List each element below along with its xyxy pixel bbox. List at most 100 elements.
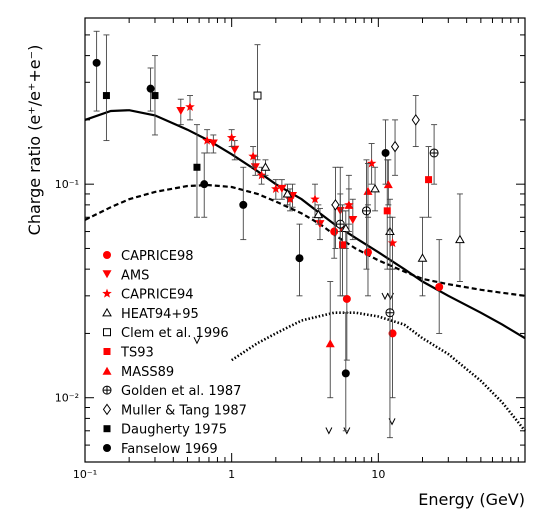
legend-label: AMS bbox=[121, 268, 149, 283]
data-point bbox=[260, 162, 271, 171]
model-curve-solid bbox=[84, 109, 526, 340]
y-tick-label: 10⁻¹ bbox=[55, 178, 79, 191]
legend-marker bbox=[102, 307, 112, 317]
data-point bbox=[383, 207, 391, 215]
legend-label: Clem et al. 1996 bbox=[121, 326, 229, 341]
data-point bbox=[146, 84, 155, 93]
series-caprice98 bbox=[330, 204, 444, 399]
model-curves bbox=[84, 109, 527, 432]
data-point bbox=[455, 234, 465, 244]
data-point bbox=[325, 339, 335, 348]
data-point bbox=[341, 369, 350, 378]
data-point bbox=[363, 248, 372, 257]
model-curve-dotted bbox=[230, 311, 527, 432]
data-point bbox=[366, 158, 377, 168]
data-point bbox=[248, 151, 258, 161]
legend-marker bbox=[102, 288, 112, 298]
data-point bbox=[230, 145, 240, 154]
legend-label: CAPRICE98 bbox=[121, 249, 194, 264]
data-point bbox=[208, 139, 218, 148]
data-point bbox=[342, 294, 351, 303]
data-point bbox=[313, 209, 324, 219]
data-point bbox=[185, 101, 195, 111]
series-heat94-95 bbox=[260, 159, 465, 297]
legend: CAPRICE98 AMS CAPRICE94 HEAT94+95 Clem et al… bbox=[102, 249, 247, 457]
data-point bbox=[387, 238, 398, 248]
data-point bbox=[435, 282, 444, 291]
legend-marker bbox=[103, 425, 111, 433]
legend-marker bbox=[103, 444, 111, 452]
upper-limit-arrow bbox=[193, 336, 201, 345]
legend-marker bbox=[103, 251, 111, 259]
data-point bbox=[239, 200, 248, 209]
x-tick-label: 10⁻¹ bbox=[73, 468, 97, 481]
series-clem-et-al-1996 bbox=[253, 44, 262, 161]
data-point bbox=[348, 215, 358, 224]
data-point bbox=[339, 241, 347, 249]
data-point bbox=[425, 176, 433, 184]
data-point-cross bbox=[336, 220, 345, 229]
data-point bbox=[92, 58, 101, 67]
data-point bbox=[200, 180, 209, 189]
legend-label: Golden et al. 1987 bbox=[121, 384, 241, 399]
data-point bbox=[193, 163, 201, 171]
data-point bbox=[176, 107, 186, 116]
data-point bbox=[344, 200, 354, 209]
data-point bbox=[330, 227, 339, 236]
data-point bbox=[202, 135, 212, 145]
legend-label: CAPRICE94 bbox=[121, 288, 194, 303]
legend-marker bbox=[102, 270, 112, 279]
x-tick-label: 1 bbox=[228, 468, 235, 481]
data-point bbox=[390, 140, 400, 153]
upper-limit-arrow bbox=[343, 427, 351, 435]
data-point-cross bbox=[385, 308, 394, 317]
series-ts93 bbox=[339, 146, 433, 297]
y-tick-label: 10⁻² bbox=[55, 392, 79, 405]
data-point bbox=[331, 198, 340, 211]
legend-label: TS93 bbox=[120, 346, 154, 361]
legend-label: Muller & Tang 1987 bbox=[121, 403, 247, 418]
data-point bbox=[102, 92, 110, 100]
y-axis-title: Charge ratio (e⁺/e⁺+e⁻) bbox=[25, 45, 44, 236]
data-point bbox=[381, 148, 390, 157]
legend-marker bbox=[102, 366, 112, 375]
data-point bbox=[226, 132, 237, 142]
data-point bbox=[285, 194, 295, 204]
series-fanselow-1969 bbox=[92, 30, 390, 432]
data-point bbox=[363, 186, 373, 195]
axis-ticks: 10⁻¹ 1 10 10⁻² 10⁻¹ bbox=[55, 18, 525, 481]
series-golden-et-al-1987 bbox=[335, 124, 439, 439]
data-point bbox=[256, 170, 267, 180]
series-muller-tang-1987 bbox=[331, 95, 420, 249]
data-point bbox=[411, 114, 420, 126]
legend-marker-cross bbox=[103, 386, 111, 395]
data-point bbox=[310, 194, 320, 204]
upper-limit-arrow bbox=[381, 292, 389, 301]
data-point bbox=[151, 92, 159, 100]
legend-marker bbox=[103, 328, 111, 337]
model-curve-dashed bbox=[84, 183, 526, 297]
legend-label: MASS89 bbox=[121, 365, 174, 380]
data-point bbox=[295, 254, 304, 263]
x-tick-label: 10 bbox=[371, 468, 385, 481]
data-point bbox=[340, 223, 351, 233]
data-point bbox=[282, 188, 293, 198]
data-points bbox=[92, 30, 465, 439]
plot-frame bbox=[84, 17, 526, 463]
upper-limit-arrow bbox=[325, 427, 333, 435]
data-point bbox=[277, 184, 287, 193]
legend-label: HEAT94+95 bbox=[121, 307, 199, 322]
data-point-cross bbox=[430, 148, 439, 157]
legend-label: Fanselow 1969 bbox=[121, 442, 218, 457]
legend-marker bbox=[103, 348, 111, 355]
series-daugherty-1975 bbox=[102, 34, 201, 218]
data-point-cross bbox=[362, 206, 371, 215]
legend-label: Daugherty 1975 bbox=[121, 423, 227, 438]
data-point bbox=[417, 253, 428, 262]
x-axis-title: Energy (GeV) bbox=[418, 490, 525, 509]
data-point bbox=[271, 183, 281, 193]
data-point bbox=[388, 329, 397, 338]
legend-marker bbox=[102, 403, 112, 416]
data-point bbox=[370, 183, 380, 193]
